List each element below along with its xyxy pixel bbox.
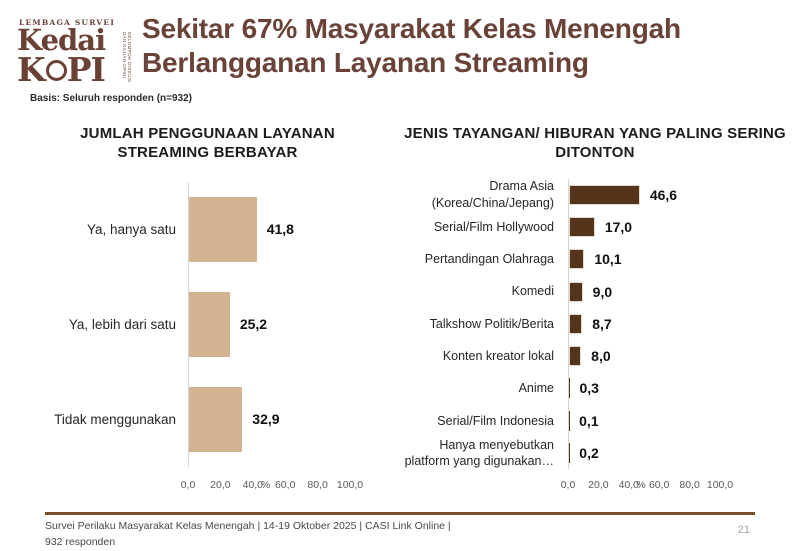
bar-track: 0,2 [568, 436, 790, 470]
chart-title: JUMLAH PENGGUNAAN LAYANAN STREAMING BERBA… [30, 125, 385, 163]
bar [569, 346, 582, 367]
logo-word-kedai: Kedai [17, 23, 106, 57]
chart-streaming-usage: JUMLAH PENGGUNAAN LAYANAN STREAMING BERBA… [30, 125, 385, 495]
coffee-cup-icon [45, 59, 67, 81]
chart-row: Komedi 9,0 [400, 275, 790, 308]
bar-track: 9,0 [568, 275, 790, 308]
value-label: 25,2 [239, 316, 268, 332]
chart-rows: Ya, hanya satu 41,8 Ya, lebih dari satu 25,… [30, 181, 385, 467]
bar [189, 291, 230, 357]
chart-row: Konten kreator lokal 8,0 [400, 339, 790, 373]
x-axis-tick: 0,0 [180, 478, 196, 491]
chart-row: Pertandingan Olahraga 10,1 [400, 243, 790, 276]
bar-track: 8,7 [568, 307, 790, 340]
value-label: 8,7 [592, 315, 612, 332]
chart-title: JENIS TAYANGAN/ HIBURAN YANG PALING SERI… [400, 125, 790, 163]
x-axis-unit: % [260, 478, 271, 491]
value-label: 17,0 [604, 218, 633, 235]
category-label: Komedi [511, 284, 554, 299]
source-note: Survei Perilaku Masyarakat Kelas Menenga… [45, 519, 605, 551]
chart-rows: Drama Asia (Korea/China/Jepang) 46,6 Seria… [400, 178, 790, 470]
category-label: Drama Asia (Korea/China/Jepang) [431, 179, 554, 210]
basis-note: Basis: Seluruh responden (n=932) [30, 93, 192, 104]
value-label: 32,9 [252, 411, 280, 427]
logo-tagline-top: LEMBAGA SURVEI [19, 18, 116, 27]
logo-kopi-k: K [17, 49, 46, 89]
category-label: Ya, hanya satu [86, 221, 176, 237]
x-axis-tick: 40,0 [242, 478, 264, 491]
value-label: 9,0 [592, 283, 613, 300]
x-axis-tick: 60,0 [648, 479, 670, 492]
chart-title-line: DITONTON [555, 143, 635, 161]
chart-title-line: STREAMING BERBAYAR [117, 143, 298, 161]
bar-track: 25,2 [188, 276, 385, 372]
x-axis: 0,0 20,0 40,0 60,0 80,0 100,0% [181, 478, 363, 495]
bar [569, 216, 595, 237]
x-axis-tick: 20,0 [210, 478, 231, 491]
value-label: 0,1 [579, 412, 599, 429]
bar-track: 10,1 [568, 243, 790, 276]
chart-row: Hanya menyebutkan platform yang digunaka… [400, 436, 790, 470]
page-title: Sekitar 67% Masyarakat Kelas Menengah Be… [142, 13, 681, 79]
x-axis-unit: % [636, 479, 646, 492]
category-label: Hanya menyebutkan platform yang digunaka… [404, 437, 554, 469]
value-label: 10,1 [594, 251, 622, 268]
category-label: Serial/Film Hollywood [433, 219, 554, 234]
chart-row: Ya, hanya satu 41,8 [30, 181, 385, 277]
category-label: Anime [518, 381, 554, 396]
value-label: 46,6 [649, 186, 678, 203]
bar [569, 249, 585, 270]
x-axis-tick: 40,0 [618, 479, 640, 492]
chart-title-line: JUMLAH PENGGUNAAN LAYANAN [80, 125, 335, 142]
chart-row: Talkshow Politik/Berita 8,7 [400, 307, 790, 340]
source-line-1: Survei Perilaku Masyarakat Kelas Menenga… [45, 520, 451, 532]
logo-kopi-pi: PI [66, 49, 106, 89]
category-label: Serial/Film Indonesia [437, 413, 554, 428]
chart-row: Serial/Film Indonesia 0,1 [400, 404, 790, 437]
value-label: 0,3 [579, 380, 599, 397]
chart-row: Ya, lebih dari satu 25,2 [30, 276, 385, 372]
chart-row: Anime 0,3 [400, 372, 790, 405]
category-label: Pertandingan Olahraga [424, 252, 554, 267]
chart-row: Drama Asia (Korea/China/Jepang) 46,6 [400, 178, 790, 211]
x-axis: 0,0 20,0 40,0 60,0 80,0 100,0% [561, 479, 733, 495]
chart-row: Serial/Film Hollywood 17,0 [400, 210, 790, 244]
chart-title-line: JENIS TAYANGAN/ HIBURAN YANG PALING SERI… [404, 125, 786, 142]
bar [569, 281, 583, 302]
value-label: 0,2 [579, 445, 599, 462]
bar [189, 196, 257, 262]
chart-content-types: JENIS TAYANGAN/ HIBURAN YANG PALING SERI… [400, 125, 790, 495]
x-axis-tick: 20,0 [588, 479, 609, 492]
category-label: Tidak menggunakan [54, 411, 176, 427]
bar-track: 32,9 [188, 371, 385, 467]
bar-track: 8,0 [568, 339, 790, 373]
bar-track: 0,1 [568, 404, 790, 437]
bar-track: 46,6 [568, 178, 790, 211]
x-axis-tick: 60,0 [274, 478, 296, 491]
x-axis-tick: 0,0 [560, 479, 576, 492]
x-axis-tick: 80,0 [307, 478, 328, 491]
bar-track: 41,8 [188, 181, 385, 277]
value-label: 41,8 [266, 221, 294, 237]
value-label: 8,0 [591, 348, 611, 365]
source-line-2: 932 responden [45, 535, 116, 548]
page-number: 21 [737, 524, 750, 536]
category-label: Ya, lebih dari satu [68, 316, 176, 332]
bar-track: 17,0 [568, 210, 790, 244]
logo-word-kopi: K PI [17, 49, 139, 89]
bar [189, 386, 243, 452]
x-axis-tick: 100,0 [706, 479, 734, 492]
x-axis-tick: 100,0 [336, 478, 364, 491]
bar [569, 313, 583, 334]
category-label: Konten kreator lokal [442, 349, 554, 363]
kedai-kopi-logo: LEMBAGA SURVEI Kedai K PI KELOMPOK DISKUS… [17, 8, 139, 94]
chart-row: Tidak menggunakan 32,9 [30, 371, 385, 467]
footer-divider [45, 512, 755, 515]
category-label: Talkshow Politik/Berita [429, 316, 554, 331]
logo-tagline-side: KELOMPOK DISKUSI DAN KAJIAN OPINI PUBLIK… [121, 32, 131, 83]
x-axis-tick: 80,0 [679, 479, 700, 492]
bar [569, 184, 640, 205]
bar-track: 0,3 [568, 372, 790, 405]
